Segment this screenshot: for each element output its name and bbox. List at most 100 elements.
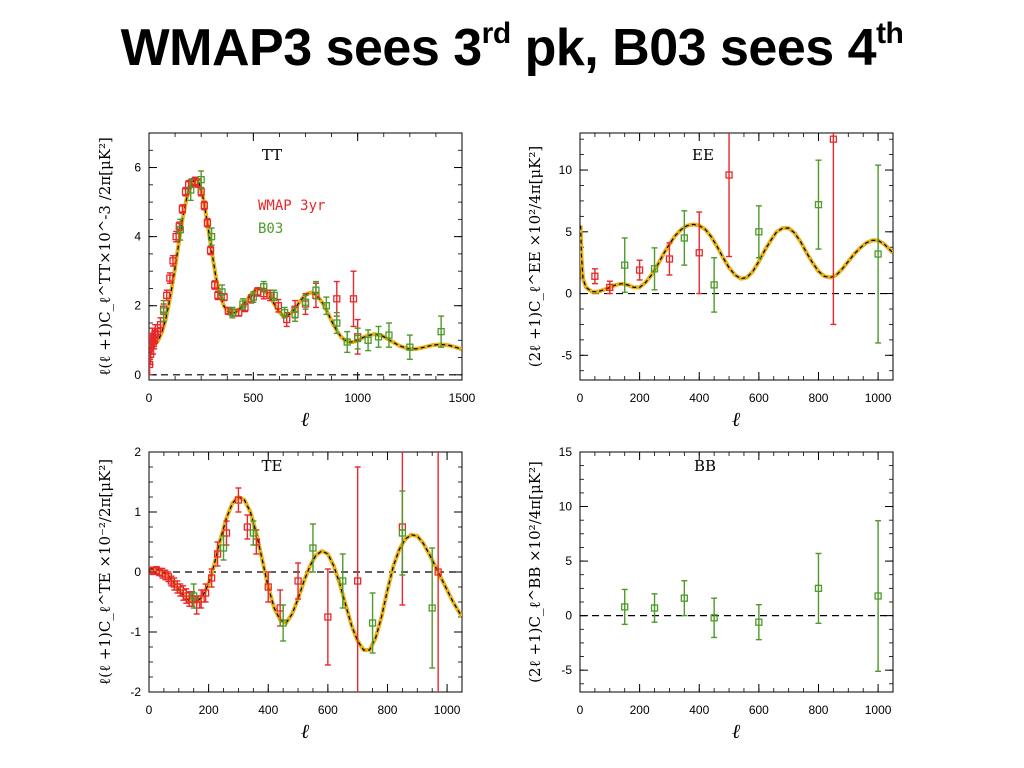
data-point [200,201,208,210]
data-point [181,188,190,196]
data-point [270,291,278,300]
data-point [428,604,436,612]
data-point [156,321,165,329]
data-point [197,595,205,603]
y-axis-label: (2ℓ +1)C_ℓ^BB ×10²/4π[μK²] [526,461,544,683]
data-point [354,334,362,343]
data-point [437,327,445,336]
x-tick-label: 0 [577,703,584,717]
data-point [213,550,222,558]
x-tick-label: 0 [577,391,584,405]
data-point [201,589,210,597]
data-point [339,577,347,585]
data-point [725,171,733,179]
y-tick-label: 0 [565,609,572,623]
data-point [364,336,372,344]
x-tick-label: 1000 [434,703,461,717]
y-tick-label: 10 [559,500,573,514]
data-point [239,300,247,308]
data-point [322,302,331,310]
data-point [650,265,659,273]
x-tick-label: 200 [630,391,650,405]
data-point [374,333,383,341]
x-tick-label: 1000 [344,391,371,405]
data-point [163,291,171,300]
plot-frame [579,132,894,381]
data-point [324,613,332,621]
panel-label: BB [694,457,716,475]
data-point [266,291,274,300]
panel-ee: 0 200 400 600 800 1000 -5 0 5 10 EE ℓ (2ℓ +1)C_ℓ^EE … [526,132,894,431]
data-point [203,219,212,227]
data-point [680,234,688,242]
data-point [606,283,614,292]
data-point [220,293,228,301]
x-tick-label: 400 [258,703,278,717]
title-part-a: WMAP3 sees 3 [120,19,483,77]
x-axis-label: ℓ [732,719,741,743]
data-point [333,319,341,327]
x-tick-label: 600 [318,703,338,717]
y-tick-label: 6 [134,161,141,175]
x-tick-label: 800 [808,703,828,717]
data-point [218,288,226,296]
panel-bb: 0 200 400 600 800 1000 -5 0 5 10 15 BB ℓ (2ℓ +1)C_ℓ^B… [526,445,894,743]
y-tick-label: 5 [565,554,572,568]
x-axis-label: ℓ [301,407,310,431]
y-tick-label: 0 [134,565,141,579]
data-point [309,544,317,552]
title-sup-a: rd [481,17,512,50]
x-tick-label: 200 [199,703,219,717]
data-point [228,308,237,317]
x-tick-label: 400 [689,703,709,717]
data-point [874,250,882,258]
data-point [695,249,703,257]
data-point [814,200,823,209]
y-tick-label: 5 [565,225,572,239]
data-point [279,619,287,627]
x-axis-label: ℓ [732,407,741,431]
data-point [150,336,158,344]
plot-frame [148,132,463,381]
y-tick-label: 10 [559,163,573,177]
data-point [621,261,629,269]
panel-label: TE [262,457,283,475]
series-wmap [149,176,362,376]
data-point [151,329,159,338]
data-point [291,310,299,319]
data-point [224,307,232,315]
data-point [591,272,599,280]
y-tick-label: -2 [130,685,141,699]
series-b03 [621,520,882,672]
x-tick-label: 500 [243,391,263,405]
data-point [406,343,414,351]
data-point [176,226,184,234]
y-tick-label: 1 [134,505,141,519]
series-b03 [190,490,436,669]
data-point [187,186,195,194]
legend: WMAP 3yr B03 [258,198,325,237]
data-point [234,496,243,504]
plot-area [149,170,462,376]
data-point [385,331,393,339]
data-point [368,619,377,627]
data-point [172,232,180,241]
panel-label: EE [692,146,714,164]
data-point [354,577,362,585]
x-tick-label: 0 [146,703,153,717]
data-point [755,618,763,626]
x-tick-label: 400 [689,391,709,405]
model-curve-band [149,495,462,652]
y-tick-label: 15 [559,445,573,459]
data-point [710,614,718,622]
x-axis-label: ℓ [301,719,310,743]
y-axis-label: ℓ(ℓ +1)C_ℓ^TT×10^-3 /2π[μK²] [96,137,114,376]
data-point [283,315,291,324]
data-point [243,523,252,531]
data-point [349,295,358,303]
data-point [249,529,257,537]
data-point [219,544,228,552]
y-axis-label: ℓ(ℓ +1)C_ℓ^TE ×10⁻²/2π[μK²] [96,459,114,685]
data-point [635,266,644,274]
data-point [280,308,289,317]
